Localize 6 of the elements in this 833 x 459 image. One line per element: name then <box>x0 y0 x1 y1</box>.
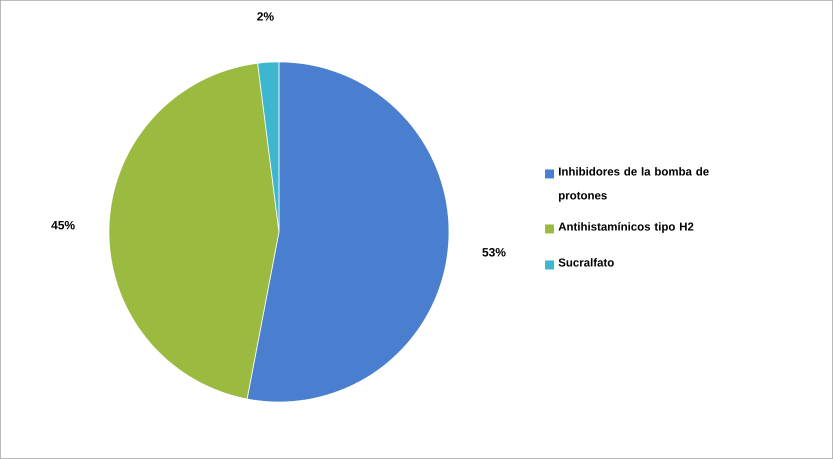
data-label: 53% <box>482 248 506 257</box>
data-label: 45% <box>51 221 75 230</box>
legend-label: Sucralfato <box>558 258 614 267</box>
data-label: 2% <box>257 12 274 21</box>
legend-label: Antihistamínicos tipo H2 <box>558 222 694 233</box>
category-label: Inhibidores de la bomba de protones <box>558 167 709 202</box>
